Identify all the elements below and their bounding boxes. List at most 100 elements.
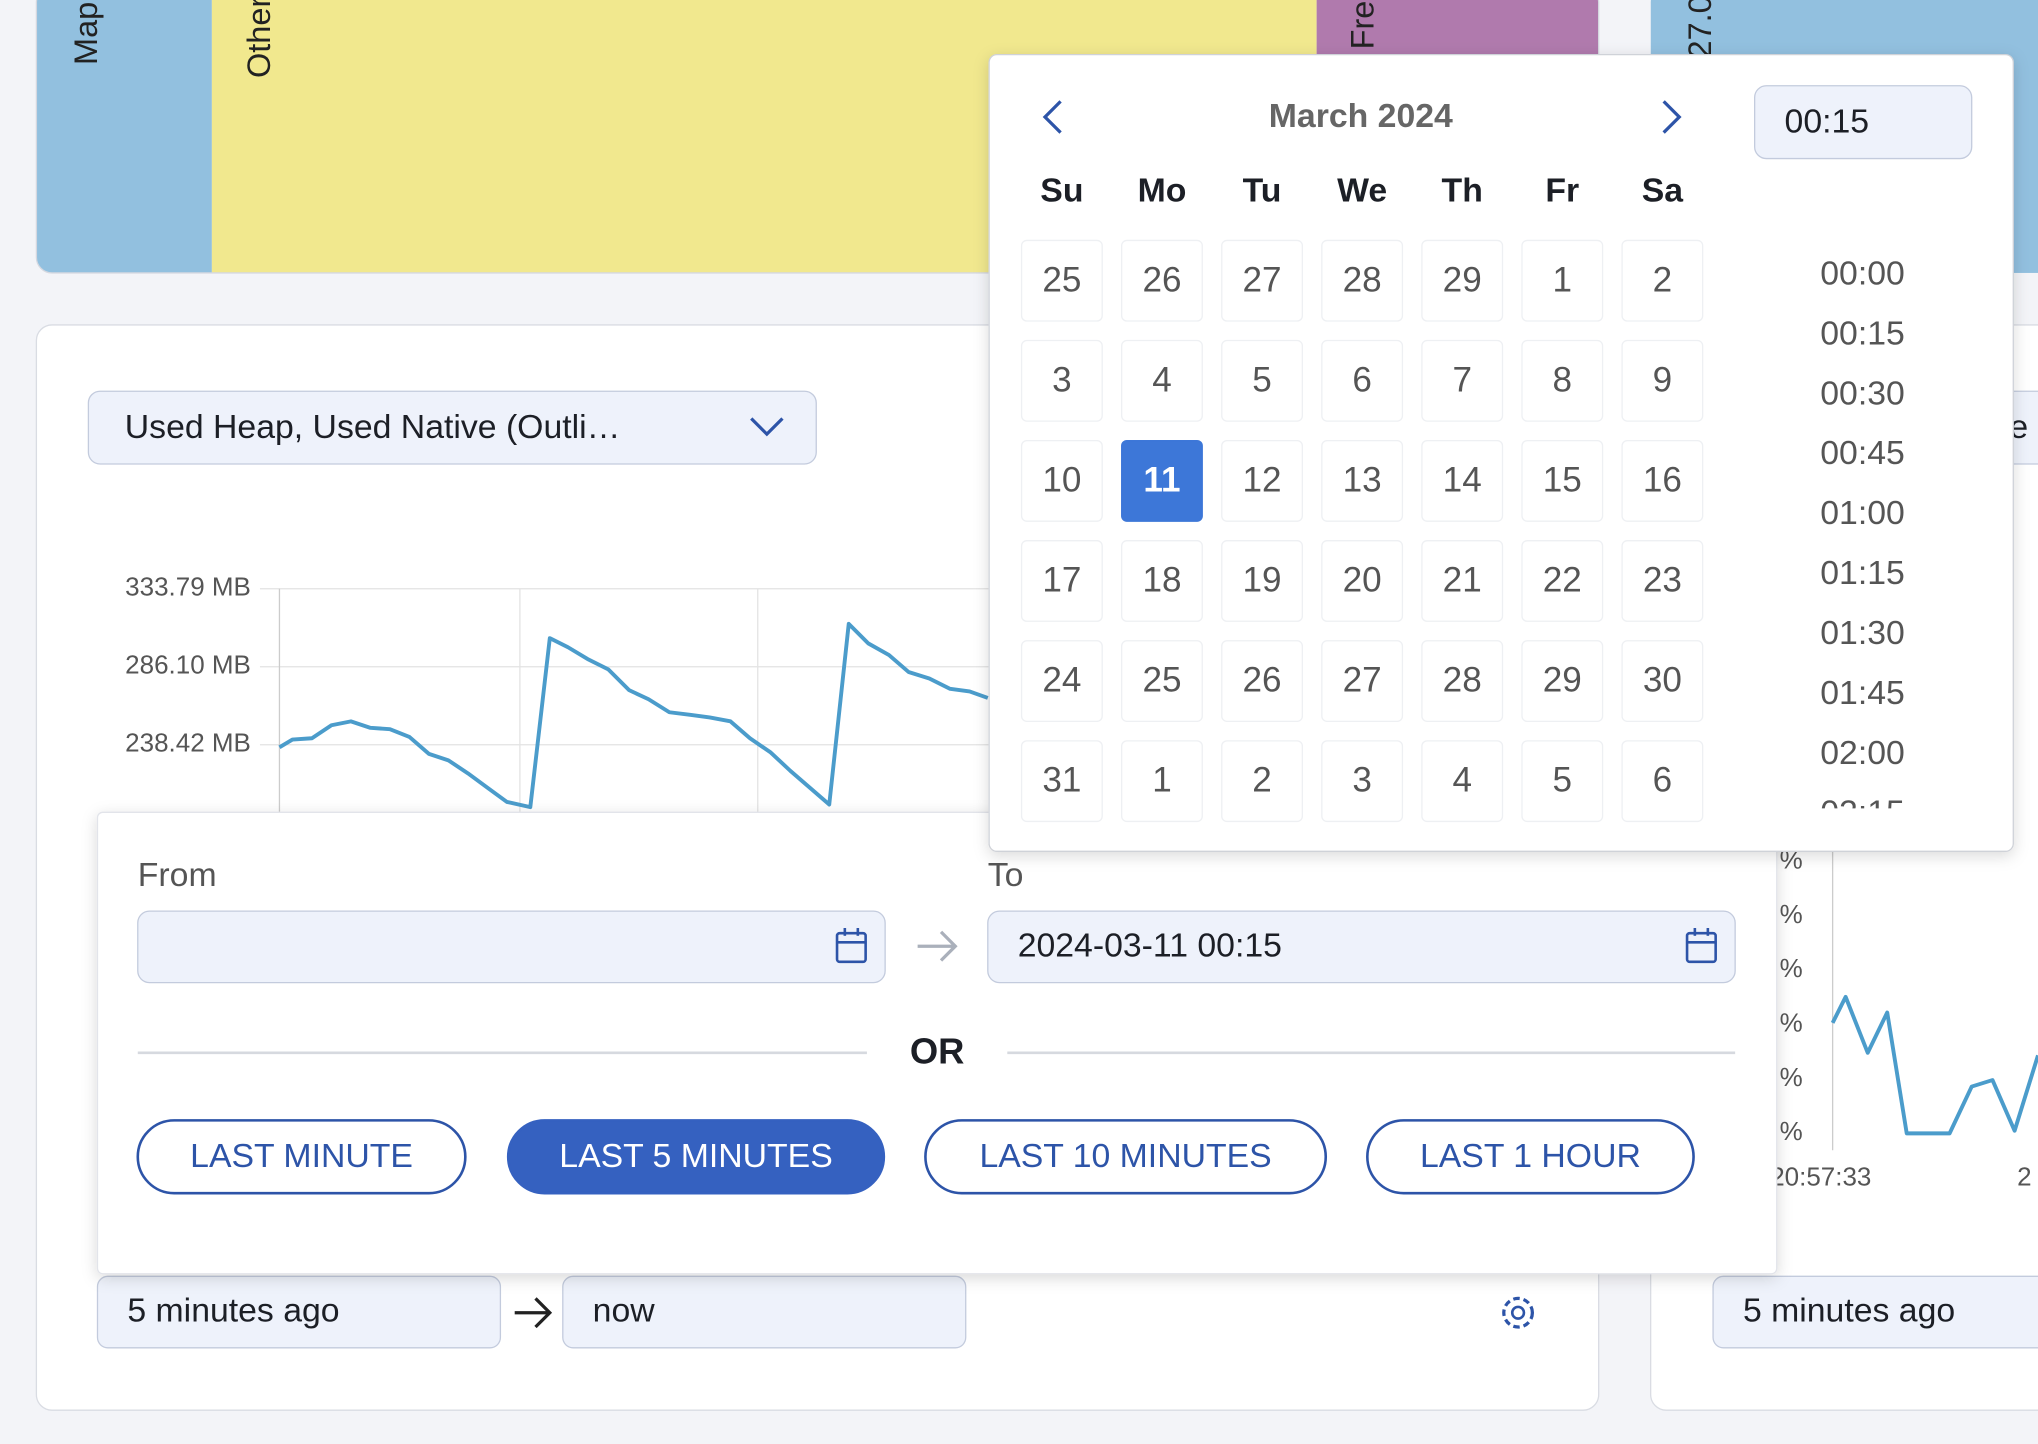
metric-select[interactable]: [87, 390, 817, 465]
weekday-label: Tu: [1243, 171, 1282, 209]
to-input[interactable]: [987, 910, 1736, 984]
preset-button[interactable]: [136, 1119, 467, 1195]
day-number: 12: [1243, 460, 1282, 499]
day-cell[interactable]: [1621, 640, 1704, 722]
day-cell[interactable]: [1421, 640, 1504, 722]
time-option[interactable]: 00:00: [1820, 254, 1905, 292]
preset-button[interactable]: [1366, 1119, 1695, 1195]
day-cell[interactable]: [1221, 439, 1303, 522]
time-option[interactable]: 00:45: [1820, 434, 1905, 472]
day-number: 20: [1343, 561, 1382, 600]
day-cell[interactable]: [1421, 339, 1504, 422]
day-number: 7: [1452, 360, 1472, 399]
day-cell[interactable]: [1421, 540, 1504, 622]
day-number: 18: [1142, 561, 1181, 600]
treemap-label: Other: [241, 0, 277, 78]
day-number: 23: [1643, 561, 1682, 600]
day-cell[interactable]: [1321, 740, 1404, 823]
day-number: 31: [1042, 761, 1081, 800]
day-cell[interactable]: [1621, 740, 1704, 823]
next-month[interactable]: [1662, 100, 1682, 134]
day-cell[interactable]: [1521, 239, 1604, 322]
weekday-label: Su: [1040, 171, 1083, 209]
day-cell[interactable]: [1321, 239, 1404, 322]
time-option[interactable]: 00:15: [1820, 314, 1905, 352]
settings-button[interactable]: [1502, 1296, 1535, 1329]
day-cell[interactable]: [1221, 740, 1303, 823]
day-number: 1: [1152, 761, 1172, 800]
preset-button[interactable]: [924, 1119, 1328, 1195]
treemap-cell[interactable]: [36, 0, 212, 273]
day-number: 27: [1243, 260, 1282, 299]
day-cell[interactable]: [1421, 239, 1504, 322]
day-cell[interactable]: [1621, 540, 1704, 622]
day-cell[interactable]: [1221, 239, 1303, 322]
time-option[interactable]: 01:15: [1820, 554, 1905, 592]
weekday-label: We: [1337, 171, 1387, 209]
day-cell[interactable]: [1521, 640, 1604, 722]
time-option[interactable]: 01:45: [1820, 674, 1905, 712]
day-cell[interactable]: [1321, 540, 1404, 622]
time-input[interactable]: [1753, 85, 1973, 160]
day-cell[interactable]: [1020, 339, 1103, 422]
day-cell[interactable]: [1421, 740, 1504, 823]
preset-label: LAST 10 MINUTES: [979, 1137, 1271, 1175]
range-from-input[interactable]: [96, 1275, 502, 1349]
day-number: 9: [1653, 360, 1673, 399]
day-cell[interactable]: [1121, 439, 1203, 522]
day-cell[interactable]: [1221, 339, 1303, 422]
day-cell[interactable]: [1621, 439, 1704, 522]
to-value: 2024-03-11 00:15: [1018, 926, 1282, 964]
y-tick-label: 333.79 MB: [125, 572, 251, 602]
day-cell[interactable]: [1121, 339, 1203, 422]
day-cell[interactable]: [1221, 540, 1303, 622]
from-input[interactable]: [137, 910, 886, 984]
day-cell[interactable]: [1121, 740, 1203, 823]
day-cell[interactable]: [1521, 339, 1604, 422]
month-title: March 2024: [1269, 97, 1453, 135]
day-cell[interactable]: [1221, 640, 1303, 722]
time-option[interactable]: 02:00: [1820, 734, 1905, 772]
calendar-icon: [1685, 928, 1717, 964]
time-option[interactable]: 02:15: [1820, 794, 1905, 832]
day-cell[interactable]: [1020, 540, 1103, 622]
day-cell[interactable]: [1321, 640, 1404, 722]
day-cell[interactable]: [1321, 339, 1404, 422]
day-number: 5: [1553, 761, 1573, 800]
day-cell[interactable]: [1421, 439, 1504, 522]
weekday-label: Th: [1442, 171, 1483, 209]
day-number: 16: [1643, 460, 1682, 499]
y-tick-label: %: [1780, 845, 1803, 875]
y-tick-label: %: [1780, 953, 1803, 983]
day-number: 14: [1443, 460, 1482, 499]
prev-month[interactable]: [1042, 100, 1062, 134]
day-cell[interactable]: [1020, 640, 1103, 722]
day-cell[interactable]: [1321, 439, 1404, 522]
weekday-label: Fr: [1545, 171, 1579, 209]
day-number: 29: [1443, 260, 1482, 299]
range-from-input[interactable]: [1712, 1275, 2038, 1349]
time-option[interactable]: 01:30: [1820, 614, 1905, 652]
day-number: 3: [1052, 360, 1072, 399]
day-cell[interactable]: [1121, 239, 1203, 322]
preset-label: LAST MINUTE: [190, 1137, 413, 1175]
day-cell[interactable]: [1521, 740, 1604, 823]
day-cell[interactable]: [1621, 239, 1704, 322]
day-cell[interactable]: [1020, 239, 1103, 322]
day-cell[interactable]: [1521, 540, 1604, 622]
gear-icon: [1502, 1296, 1535, 1329]
day-cell[interactable]: [1020, 740, 1103, 823]
day-cell[interactable]: [1121, 640, 1203, 722]
time-option[interactable]: 00:30: [1820, 374, 1905, 412]
day-cell[interactable]: [1121, 540, 1203, 622]
treemap-label: 27.0: [1682, 0, 1718, 58]
series-line: [1830, 994, 2038, 1136]
preset-button[interactable]: [506, 1119, 886, 1195]
gear-hub: [1510, 1305, 1526, 1320]
time-option[interactable]: 01:00: [1820, 494, 1905, 532]
time-value: 00:15: [1785, 102, 1870, 140]
day-cell[interactable]: [1521, 439, 1604, 522]
range-to-input[interactable]: [562, 1275, 967, 1349]
day-cell[interactable]: [1020, 439, 1103, 522]
day-cell[interactable]: [1621, 339, 1704, 422]
